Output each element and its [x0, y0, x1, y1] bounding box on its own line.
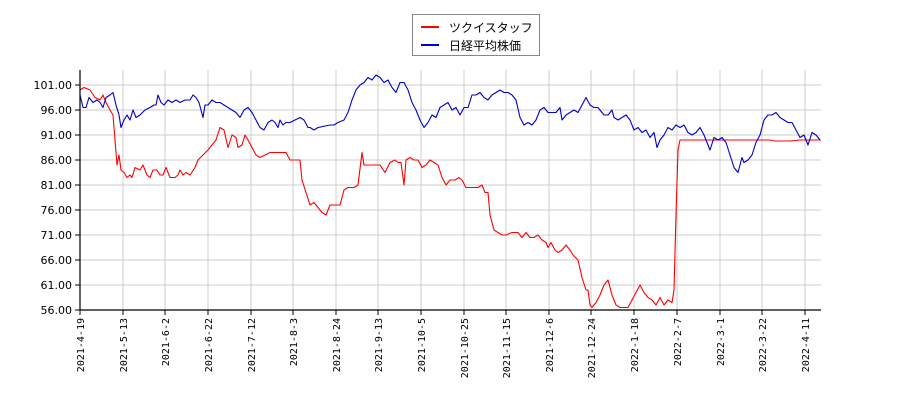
x-tick-label: 2022-4-11 — [801, 318, 812, 372]
x-tick-label: 2022-3-1 — [716, 318, 727, 366]
x-tick-label: 2022-2-7 — [673, 318, 684, 366]
y-tick-label: 91.00 — [41, 129, 73, 142]
x-tick-label: 2021-12-24 — [587, 318, 598, 378]
legend-label: 日経平均株価 — [449, 38, 522, 53]
x-tick-label: 2021-11-15 — [502, 318, 513, 378]
y-tick-label: 61.00 — [41, 279, 73, 292]
series-line-nikkei — [79, 74, 821, 174]
x-tick-label: 2021-8-24 — [332, 318, 343, 372]
y-tick-label: 101.00 — [34, 79, 73, 92]
y-tick-label: 96.00 — [41, 104, 73, 117]
x-tick-label: 2022-1-18 — [630, 318, 641, 372]
x-tick-label: 2021-4-19 — [76, 318, 87, 372]
legend-item-tsukui-staff: ツクイスタッフ — [413, 18, 533, 36]
x-tick-label: 2021-10-25 — [460, 318, 471, 378]
grid-lines — [79, 70, 821, 311]
x-tick-label: 2021-10-5 — [417, 318, 428, 372]
legend: ツクイスタッフ 日経平均株価 — [412, 14, 540, 56]
x-tick-label: 2021-7-12 — [247, 318, 258, 372]
legend-label: ツクイスタッフ — [449, 20, 533, 35]
y-tick-label: 66.00 — [41, 254, 73, 267]
axes: 56.00 61.00 66.00 71.00 76.00 81.00 86.00 91.00… — [34, 70, 821, 378]
y-tick-label: 71.00 — [41, 229, 73, 242]
x-tick-label: 2021-12-6 — [545, 318, 556, 372]
legend-item-nikkei: 日経平均株価 — [413, 36, 521, 54]
x-tick-label: 2021-6-22 — [204, 318, 215, 372]
y-tick-label: 76.00 — [41, 204, 73, 217]
y-tick-label: 56.00 — [41, 304, 73, 317]
y-tick-label: 81.00 — [41, 179, 73, 192]
x-tick-label: 2021-6-2 — [161, 318, 172, 366]
legend-swatch-blue — [421, 44, 439, 46]
y-tick-label: 86.00 — [41, 154, 73, 167]
x-tick-label: 2021-5-13 — [119, 318, 130, 372]
series-lines — [79, 74, 821, 309]
x-tick-label: 2021-8-3 — [289, 318, 300, 366]
x-tick-label: 2022-3-22 — [758, 318, 769, 372]
series-line-tsukui-staff — [79, 86, 821, 309]
x-tick-label: 2021-9-13 — [374, 318, 385, 372]
legend-swatch-red — [421, 26, 439, 28]
